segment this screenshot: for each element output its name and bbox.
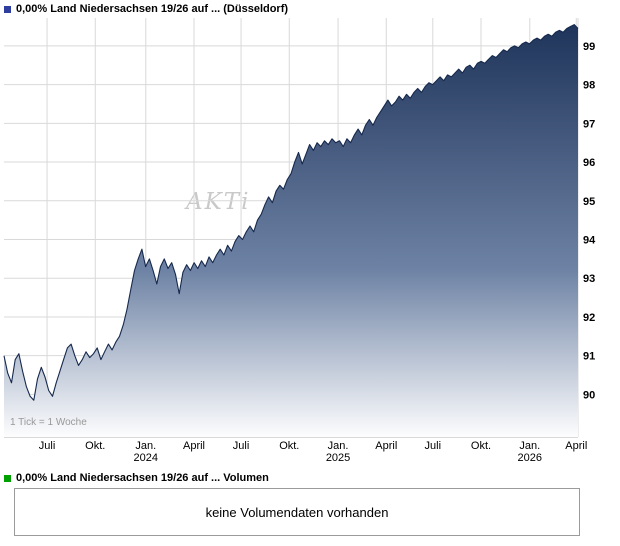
x-axis-label: Okt. — [85, 440, 105, 452]
price-area — [4, 24, 578, 437]
x-axis-label: Okt. — [471, 440, 491, 452]
x-axis-label: April — [375, 440, 397, 452]
x-axis-label: Juli — [39, 440, 56, 452]
volume-legend-swatch — [4, 474, 11, 482]
volume-message: keine Volumendaten vorhanden — [205, 504, 389, 520]
chart-title: 0,00% Land Niedersachsen 19/26 auf ... (… — [16, 3, 289, 15]
x-axis-year-label: 2025 — [326, 452, 350, 464]
x-axis-label: April — [565, 440, 587, 452]
volume-panel: keine Volumendaten vorhanden — [14, 488, 580, 536]
y-axis-label: 92 — [583, 312, 595, 324]
y-axis-label: 96 — [583, 157, 595, 169]
y-axis-label: 93 — [583, 273, 595, 285]
x-axis-label: Juli — [233, 440, 250, 452]
price-line — [3, 24, 579, 401]
tick-note: 1 Tick = 1 Woche — [10, 417, 87, 428]
y-axis-label: 99 — [583, 41, 595, 53]
x-axis-label: April — [183, 440, 205, 452]
x-axis-label: Jan. — [135, 440, 156, 452]
x-axis-label: Jan. — [328, 440, 349, 452]
y-axis-label: 90 — [583, 389, 595, 401]
y-axis-label: 91 — [583, 351, 595, 363]
x-axis-label: Okt. — [279, 440, 299, 452]
y-axis-label: 97 — [583, 118, 595, 130]
volume-title: 0,00% Land Niedersachsen 19/26 auf ... V… — [16, 472, 269, 484]
y-axis-label: 95 — [583, 196, 595, 208]
volume-chart-header: 0,00% Land Niedersachsen 19/26 auf ... V… — [4, 472, 269, 484]
x-axis-year-label: 2024 — [134, 452, 158, 464]
y-axis-label: 94 — [583, 235, 596, 247]
x-axis-label: Jan. — [519, 440, 540, 452]
x-axis-year-label: 2026 — [518, 452, 542, 464]
x-axis-label: Juli — [425, 440, 442, 452]
price-chart-header: 0,00% Land Niedersachsen 19/26 auf ... (… — [4, 3, 288, 15]
price-legend-swatch — [4, 5, 11, 13]
y-axis-label: 98 — [583, 80, 595, 92]
